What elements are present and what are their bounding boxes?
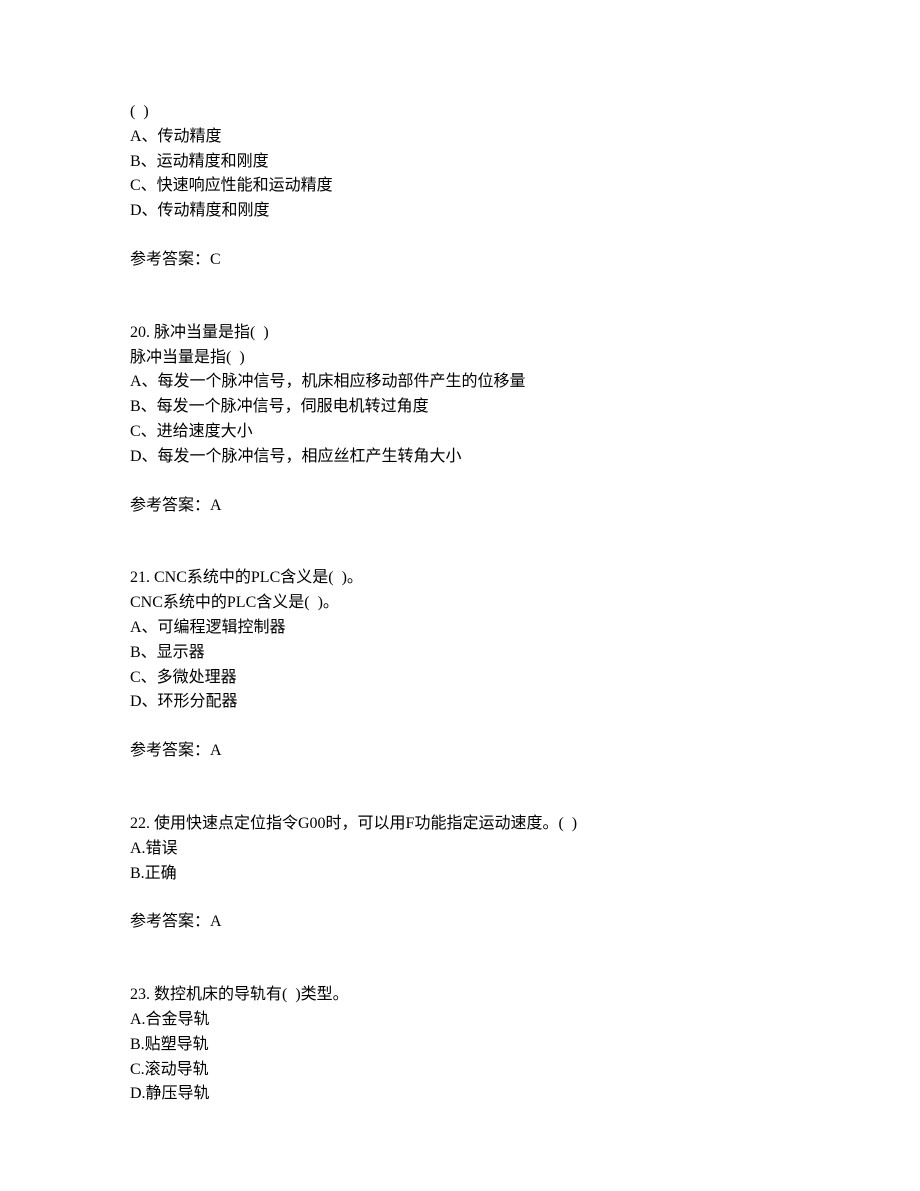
q22-option-a: A.错误 — [130, 837, 790, 862]
q23-option-d: D.静压导轨 — [130, 1082, 790, 1107]
q20-stem: 脉冲当量是指( ) — [130, 346, 790, 371]
spacer — [130, 518, 790, 566]
q21-stem: CNC系统中的PLC含义是( )。 — [130, 591, 790, 616]
q20-option-c: C、进给速度大小 — [130, 420, 790, 445]
q19-answer: 参考答案：C — [130, 248, 790, 273]
q23-option-a: A.合金导轨 — [130, 1008, 790, 1033]
q23-option-b: B.贴塑导轨 — [130, 1033, 790, 1058]
q22-option-b: B.正确 — [130, 862, 790, 887]
q20-title: 20. 脉冲当量是指( ) — [130, 321, 790, 346]
q23-title: 23. 数控机床的导轨有( )类型。 — [130, 983, 790, 1008]
q19-option-d: D、传动精度和刚度 — [130, 199, 790, 224]
spacer — [130, 470, 790, 494]
q20-option-d: D、每发一个脉冲信号，相应丝杠产生转角大小 — [130, 445, 790, 470]
q22-title: 22. 使用快速点定位指令G00时，可以用F功能指定运动速度。( ) — [130, 812, 790, 837]
q20-answer: 参考答案：A — [130, 494, 790, 519]
spacer — [130, 764, 790, 812]
spacer — [130, 935, 790, 983]
q21-option-a: A、可编程逻辑控制器 — [130, 616, 790, 641]
q21-option-d: D、环形分配器 — [130, 690, 790, 715]
q19-option-a: A、传动精度 — [130, 125, 790, 150]
q21-option-c: C、多微处理器 — [130, 666, 790, 691]
q21-answer: 参考答案：A — [130, 739, 790, 764]
spacer — [130, 886, 790, 910]
q21-title: 21. CNC系统中的PLC含义是( )。 — [130, 566, 790, 591]
q20-option-b: B、每发一个脉冲信号，伺服电机转过角度 — [130, 395, 790, 420]
q21-option-b: B、显示器 — [130, 641, 790, 666]
q19-option-c: C、快速响应性能和运动精度 — [130, 174, 790, 199]
spacer — [130, 715, 790, 739]
q19-stem: ( ) — [130, 100, 790, 125]
spacer — [130, 224, 790, 248]
spacer — [130, 273, 790, 321]
q19-option-b: B、运动精度和刚度 — [130, 150, 790, 175]
q20-option-a: A、每发一个脉冲信号，机床相应移动部件产生的位移量 — [130, 370, 790, 395]
q22-answer: 参考答案：A — [130, 910, 790, 935]
q23-option-c: C.滚动导轨 — [130, 1058, 790, 1083]
